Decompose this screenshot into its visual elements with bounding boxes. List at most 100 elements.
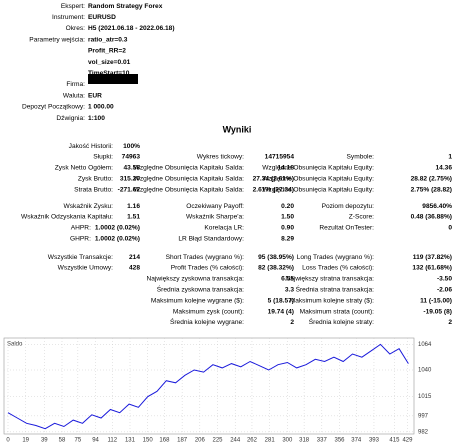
stat-value: 119 (37.82%)	[413, 254, 452, 261]
chart-frame	[3, 337, 415, 435]
stat-label: AHPR:	[71, 225, 91, 232]
redacted-company	[88, 74, 138, 84]
stat-label: Słupki:	[93, 154, 113, 161]
stat-label: Short Trades (wygrano %):	[166, 254, 245, 261]
stat-value: 1.50	[281, 214, 294, 221]
stat-value: 95 (38.95%)	[258, 254, 294, 261]
header-label: Okres:	[66, 25, 86, 32]
stat-label: Strata Brutto:	[74, 186, 113, 193]
stat-value: 5 (18.57)	[268, 297, 294, 304]
stat-value: 428	[129, 265, 140, 272]
stat-label: Rezultat OnTester:	[319, 225, 374, 232]
y-tick-label: 982	[418, 429, 429, 435]
stat-value: 0	[448, 225, 452, 232]
stat-value: 14.36	[435, 165, 452, 172]
stat-value: 8.29	[281, 235, 294, 242]
y-tick-label: 1064	[418, 342, 432, 348]
header-value: ratio_atr=0.3	[88, 36, 128, 43]
header-label: Dźwignia:	[56, 115, 85, 122]
stat-label: Jakość Historii:	[69, 143, 114, 150]
stat-label: Wskaźnik Odzyskania Kapitału:	[21, 214, 113, 221]
x-tick-label: 150	[143, 438, 154, 444]
header-value: H5 (2021.06.18 - 2022.06.18)	[88, 25, 175, 32]
header-label: Parametry wejścia:	[29, 36, 85, 43]
stat-label: Względne Obsunięcia Kapitału Salda:	[134, 186, 244, 193]
stat-label: Średnia stratna transakcja:	[296, 284, 375, 293]
stat-value: 2	[290, 319, 294, 326]
y-tick-label: 1040	[418, 368, 432, 374]
stat-value: 2.61% (27.34)	[253, 186, 294, 193]
stat-value: 1.0002 (0.02%)	[95, 235, 140, 242]
stat-value: 6.55	[281, 276, 294, 283]
stat-label: Z-Score:	[349, 214, 374, 221]
x-tick-label: 318	[299, 438, 310, 444]
header-value: 1:100	[88, 115, 105, 122]
header-label: Firma:	[66, 81, 85, 88]
x-tick-label: 112	[108, 438, 118, 444]
y-tick-label: 997	[418, 413, 429, 419]
balance-line	[7, 343, 409, 430]
stat-label: Względne Obsunięcia Kapitału Salda:	[134, 175, 244, 182]
stat-label: LR Błąd Standardowy:	[178, 235, 244, 242]
chart-title: Saldo	[7, 342, 23, 348]
stat-label: Względne Obsunięcia Kapitału Salda:	[134, 165, 244, 172]
stat-value: 100%	[123, 143, 140, 150]
stat-label: Względne Obsunięcia Kapitału Equity:	[262, 165, 374, 172]
stat-label: Największy zyskowna transakcja:	[147, 276, 245, 283]
stat-label: Wskaźnik Zysku:	[64, 203, 114, 210]
header-label: Instrument:	[52, 14, 85, 21]
stat-label: Profit Trades (% całości):	[171, 265, 244, 272]
x-tick-label: 225	[213, 438, 224, 444]
stat-label: Korelacja LR:	[204, 225, 244, 232]
x-tick-label: 58	[59, 438, 66, 444]
stat-label: Największy stratna transakcja:	[285, 276, 374, 283]
x-tick-label: 0	[6, 438, 10, 444]
stat-value: 28.82 (2.75%)	[411, 175, 452, 182]
stat-value: 132 (61.68%)	[412, 265, 452, 272]
x-tick-label: 244	[230, 438, 241, 444]
header-label: Waluta:	[63, 92, 85, 99]
stat-value: 1.0002 (0.02%)	[95, 225, 140, 232]
stat-label: Zysk Brutto:	[78, 175, 113, 182]
stat-value: -2.06	[437, 286, 452, 293]
stat-label: GHPR:	[70, 235, 91, 242]
stat-label: Poziom depozytu:	[322, 203, 375, 210]
header-value: Profit_RR=2	[88, 48, 126, 55]
x-tick-label: 300	[282, 438, 293, 444]
stat-value: 3.3	[285, 286, 294, 293]
stat-value: 82 (38.32%)	[258, 265, 294, 272]
stat-value: 11 (-15.00)	[420, 297, 452, 304]
stat-label: Maksimum strata (count):	[300, 308, 375, 315]
x-tick-label: 206	[195, 438, 206, 444]
stat-value: 2	[448, 319, 452, 326]
stat-value: 74963	[122, 154, 141, 161]
stat-value: 0.48 (36.88%)	[411, 214, 452, 221]
x-tick-label: 262	[247, 438, 258, 444]
x-tick-label: 19	[22, 438, 29, 444]
stat-value: -3.50	[437, 276, 452, 283]
stat-value: 1.51	[127, 214, 140, 221]
x-tick-label: 131	[125, 438, 136, 444]
header-label: Depozyt Początkowy:	[22, 104, 85, 111]
header-value: EUR	[88, 92, 102, 99]
stat-value: 14.18	[277, 165, 294, 172]
header-value: EURUSD	[88, 14, 116, 21]
stat-value: -271.62	[118, 186, 141, 193]
x-tick-label: 415	[389, 438, 400, 444]
x-tick-label: 94	[92, 438, 99, 444]
stat-value: 1	[448, 154, 452, 161]
stat-value: -19.05 (8)	[423, 308, 452, 315]
x-tick-label: 374	[351, 438, 362, 444]
stat-label: Maksimum kolejne straty ($):	[290, 297, 374, 304]
stat-value: 315.20	[120, 175, 141, 182]
stat-label: Względne Obsunięcia Kapitału Equity:	[262, 186, 374, 193]
header-value: 1 000.00	[88, 104, 114, 111]
stat-label: Wszystkie Transakcje:	[48, 254, 113, 261]
stat-value: 1.16	[127, 203, 140, 210]
stat-label: Symbole:	[347, 154, 375, 161]
stat-label: Wykres tickowy:	[197, 154, 244, 161]
stat-label: Średnia zyskowna transakcja:	[157, 284, 244, 293]
stat-label: Zysk Netto Ogółem:	[55, 165, 113, 172]
stat-label: Long Trades (wygrano %):	[297, 254, 374, 261]
